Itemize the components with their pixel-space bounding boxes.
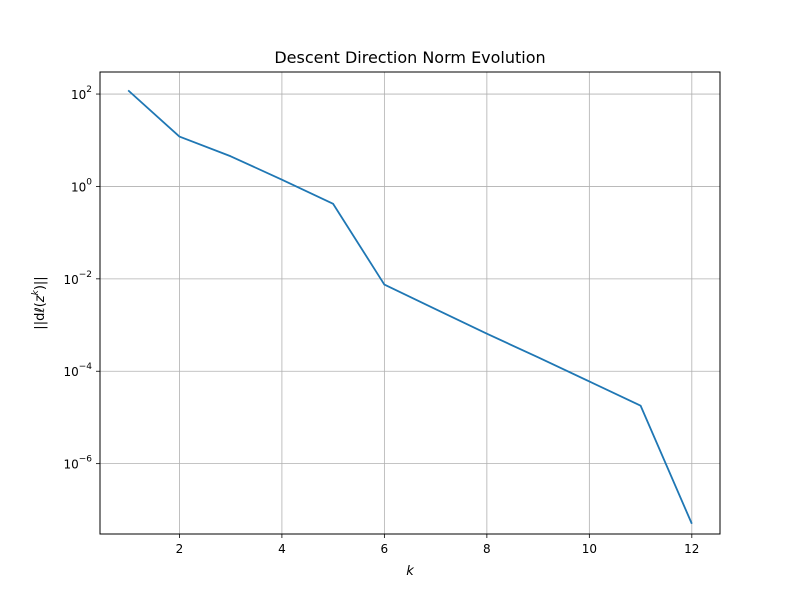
y-tick-label: 10−2: [63, 270, 92, 287]
y-tick-label: 10−4: [63, 362, 92, 379]
x-tick-label: 10: [582, 542, 597, 556]
x-tick-label: 6: [381, 542, 389, 556]
x-tick-label: 2: [176, 542, 184, 556]
chart-title: Descent Direction Norm Evolution: [274, 48, 545, 67]
y-tick-label: 102: [71, 85, 92, 102]
y-axis-label: ||dℓ(zk)||: [31, 276, 48, 329]
y-tick-label: 100: [71, 177, 92, 194]
x-tick-label: 8: [483, 542, 491, 556]
x-axis-label: k: [406, 564, 414, 579]
grid: [100, 72, 720, 534]
series-line-0: [127, 89, 693, 525]
x-tick-label: 12: [684, 542, 699, 556]
plot-frame: [99, 71, 721, 535]
series-layer: [127, 89, 693, 525]
x-tick-label: 4: [278, 542, 286, 556]
ticks: 2 4 6 8 10 12 102 100 10−2 10−4 10−6: [63, 85, 699, 556]
y-tick-label: 10−6: [63, 455, 92, 472]
